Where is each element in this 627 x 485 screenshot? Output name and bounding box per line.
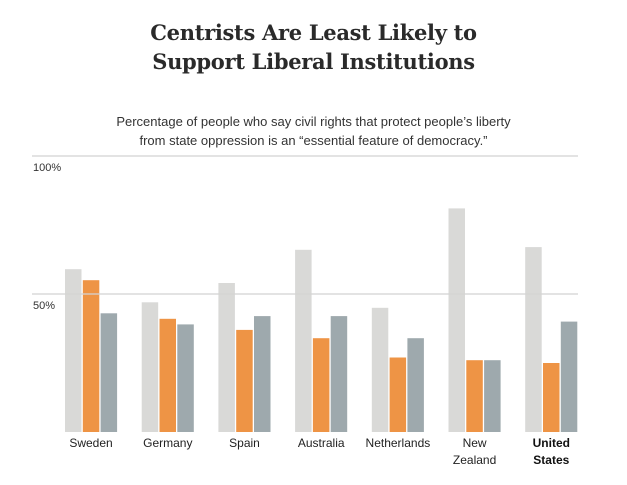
bar-series-2-sweden: [82, 280, 100, 432]
bar-series-1-germany: [141, 302, 159, 432]
x-tick-label: New Zealand: [453, 436, 496, 467]
bar-series-2-germany: [159, 318, 176, 432]
chart-subtitle: Percentage of people who say civil right…: [0, 112, 627, 150]
bar-series-2-australia: [312, 338, 330, 432]
bar-series-1-new-zealand: [448, 208, 465, 432]
bar-series-1-spain: [218, 283, 235, 432]
bar-group-sweden: [65, 269, 118, 432]
bar-series-2-netherlands: [389, 357, 407, 432]
bar-group-united-states: [525, 247, 578, 432]
chart-title-line-1: Centrists Are Least Likely to: [150, 20, 477, 45]
bar-series-1-australia: [295, 249, 312, 432]
x-tick-label: Germany: [143, 436, 192, 450]
x-tick-label-line: Australia: [298, 436, 345, 450]
bar-series-2-united-states: [543, 363, 560, 432]
bar-group-australia: [295, 249, 348, 432]
bar-series-3-new-zealand: [484, 360, 501, 432]
x-tick-label: Spain: [229, 436, 260, 450]
x-tick-label-line: New: [463, 436, 487, 450]
bar-series-3-spain: [254, 316, 271, 432]
x-tick-label-line: Spain: [229, 436, 260, 450]
y-tick-label: 50%: [33, 300, 55, 312]
x-tick-label-line: United: [533, 436, 570, 450]
x-tick-label-line: Zealand: [453, 453, 496, 467]
x-tick-label-line: Germany: [143, 436, 192, 450]
chart-subtitle-line-2: from state oppression is an “essential f…: [139, 133, 488, 148]
bar-group-netherlands: [371, 307, 424, 432]
bar-series-3-netherlands: [407, 338, 424, 432]
chart-subtitle-line-1: Percentage of people who say civil right…: [116, 114, 511, 129]
chart-title: Centrists Are Least Likely to Support Li…: [0, 18, 627, 76]
labels-layer: Sweden Germany Spain Australia Netherlands Ne…: [33, 162, 570, 467]
x-tick-label: Australia: [298, 436, 345, 450]
bars-layer: [65, 208, 578, 432]
bar-series-2-spain: [236, 329, 253, 432]
x-tick-label-line: Sweden: [69, 436, 112, 450]
y-tick-label: 100%: [33, 162, 61, 174]
x-tick-label: United States: [533, 436, 570, 467]
x-tick-label-line: States: [533, 453, 569, 467]
bar-group-germany: [141, 302, 194, 432]
bar-series-3-australia: [330, 316, 348, 432]
bar-group-spain: [218, 283, 271, 432]
x-tick-label: Netherlands: [366, 436, 431, 450]
bar-series-3-united-states: [560, 321, 578, 432]
bar-series-3-sweden: [100, 313, 118, 432]
x-tick-label: Sweden: [69, 436, 112, 450]
x-tick-label-line: Netherlands: [366, 436, 431, 450]
bar-series-1-netherlands: [371, 307, 389, 432]
bar-series-1-united-states: [525, 247, 542, 432]
bar-group-new-zealand: [448, 208, 501, 432]
bar-series-3-germany: [177, 324, 194, 432]
bar-series-1-sweden: [65, 269, 82, 432]
chart-title-line-2: Support Liberal Institutions: [152, 49, 475, 74]
bar-series-2-new-zealand: [466, 360, 483, 432]
gridlines-layer: [32, 155, 578, 295]
